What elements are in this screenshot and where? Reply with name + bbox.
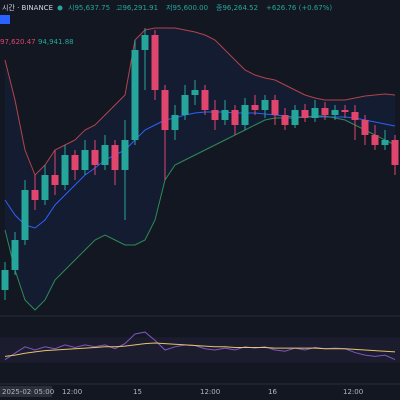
candle-body	[61, 155, 69, 185]
header: 시간 · BINANCE 시95,637.75 고96,291.91 저95,6…	[0, 3, 332, 46]
candle-body	[191, 90, 199, 95]
toggle[interactable]	[0, 15, 10, 24]
candle-body	[41, 175, 49, 200]
candle-body	[391, 140, 399, 165]
candle-body	[231, 110, 239, 125]
close: 종96,264.52	[216, 4, 258, 12]
x-label-highlight	[32, 386, 52, 397]
candle-body	[81, 150, 89, 170]
x-tick-label: 16	[268, 388, 277, 396]
candle-body	[211, 110, 219, 120]
candle-body	[361, 120, 369, 135]
candle-body	[371, 135, 379, 145]
candle-body	[321, 108, 329, 115]
candle-body	[31, 190, 39, 200]
candle-body	[131, 50, 139, 140]
candle-body	[291, 110, 299, 125]
candle-body	[51, 175, 59, 185]
candle-body	[281, 115, 289, 125]
candle-body	[141, 35, 149, 50]
candle-body	[331, 110, 339, 115]
candle-body	[261, 100, 269, 110]
candle-body	[181, 95, 189, 115]
x-tick-label: 15	[133, 388, 142, 396]
status-dot	[57, 5, 63, 11]
candle-body	[21, 190, 29, 240]
candle-body	[301, 110, 309, 118]
candle-body	[341, 110, 349, 112]
lower-value: 94,941.88	[38, 38, 74, 46]
candle-body	[171, 115, 179, 130]
low: 저95,600.00	[166, 3, 208, 12]
band-fill	[5, 28, 395, 310]
candle-body	[271, 100, 279, 115]
band-line	[4, 27, 396, 176]
candle-body	[1, 270, 9, 290]
candle-body	[241, 105, 249, 125]
open: 시95,637.75	[68, 4, 110, 12]
oscillator-band	[0, 337, 400, 363]
symbol: 시간 · BINANCE	[2, 3, 53, 12]
candle-body	[251, 105, 259, 110]
upper-value: 97,620.47	[0, 38, 36, 46]
x-tick-label: 12:00	[343, 388, 363, 396]
x-tick-label: 05:00	[34, 388, 54, 396]
high: 고96,291.91	[116, 4, 158, 12]
candle-body	[151, 35, 159, 90]
x-label-highlight	[0, 386, 34, 397]
candle-body	[121, 140, 129, 170]
main-pane	[1, 27, 399, 311]
band-line	[4, 115, 396, 311]
candle-body	[351, 112, 359, 120]
candle-body	[111, 145, 119, 170]
x-tick-label: 12:00	[200, 388, 220, 396]
candle-body	[221, 110, 229, 120]
candle-body	[201, 90, 209, 110]
oscillator-line	[4, 342, 396, 357]
candle-body	[161, 90, 169, 130]
candle-body	[311, 108, 319, 118]
candle-body	[71, 155, 79, 170]
change: +626.76 (+0.67%)	[266, 4, 332, 12]
x-tick-label: 12:00	[62, 388, 82, 396]
candle-body	[91, 150, 99, 165]
candle-body	[11, 240, 19, 270]
candle-body	[101, 145, 109, 165]
candle-body	[381, 140, 389, 145]
x-tick-label: 2025-02-14	[2, 388, 43, 396]
oscillator-pane	[0, 331, 400, 363]
